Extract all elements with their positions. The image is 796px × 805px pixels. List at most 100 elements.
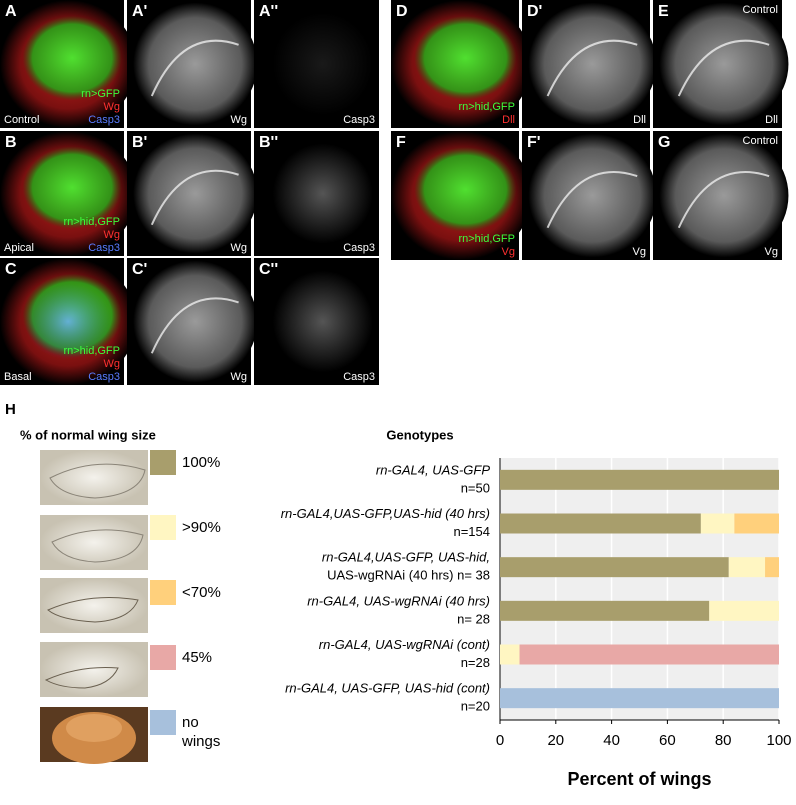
stain-green	[22, 146, 122, 229]
panel-letter: E	[658, 3, 669, 20]
wg-stripe	[546, 171, 638, 229]
panel-note: Apical	[4, 242, 34, 254]
panel-letter: F'	[527, 134, 541, 151]
panel-letter: B	[5, 134, 17, 151]
panel-letter: D	[396, 3, 408, 20]
panel-letter: H	[5, 401, 16, 418]
category-label: n= 28	[457, 611, 490, 626]
bar-segment	[765, 557, 779, 578]
category-label: rn-GAL4, UAS-GFP	[376, 462, 490, 477]
panel-label: Casp3	[343, 242, 375, 254]
plot-bg	[500, 458, 779, 720]
category-label: rn-GAL4, UAS-wgRNAi (cont)	[319, 637, 490, 652]
panel-note: Basal	[4, 371, 32, 383]
category-label: n=28	[461, 655, 490, 670]
panel-letter: B'	[132, 134, 147, 151]
legend-label: <70%	[182, 584, 221, 601]
stain-green	[414, 15, 517, 101]
legend-swatch	[150, 450, 176, 475]
x-tick-label: 0	[496, 732, 504, 749]
image-panel: E Dll Control	[653, 0, 789, 128]
tissue	[133, 133, 258, 254]
panel-letter: B''	[259, 134, 278, 151]
tissue	[272, 12, 373, 116]
wg-stripe	[150, 39, 239, 97]
x-tick-label: 60	[659, 732, 676, 749]
stain-green	[22, 15, 122, 101]
tissue	[528, 133, 657, 258]
panel-note: Control	[743, 4, 778, 16]
tissue	[133, 2, 258, 126]
panel-label: Dll	[633, 114, 646, 126]
legend-swatch	[150, 710, 176, 735]
stain-blue	[24, 283, 112, 360]
panel-label: rn>GFP	[81, 88, 120, 100]
legend-swatch	[150, 580, 176, 605]
wg-stripe	[546, 39, 638, 97]
wg-stripe	[677, 171, 770, 229]
bar-segment	[700, 513, 735, 534]
category-label: n=154	[453, 524, 490, 539]
bar-segment	[519, 644, 779, 665]
legend-label: 45%	[182, 649, 212, 666]
bar-segment	[709, 600, 779, 621]
tissue	[659, 2, 789, 126]
wing-photos	[40, 450, 148, 764]
panel-letter: C'	[132, 261, 147, 278]
wg-stripe	[150, 297, 239, 354]
image-panel: G Vg Control	[653, 131, 789, 260]
panel-note: Control	[4, 114, 39, 126]
x-tick-label: 80	[715, 732, 732, 749]
category-label: rn-GAL4,UAS-GFP,UAS-hid (40 hrs)	[281, 506, 490, 521]
panel-label: Dll	[765, 114, 778, 126]
legend-label: no wings	[181, 714, 220, 750]
panel-label: Vg	[633, 246, 646, 258]
legend-label: 100%	[182, 454, 220, 471]
panel-label: Vg	[502, 246, 515, 258]
panel-letter: G	[658, 134, 670, 151]
panel-letter: C''	[259, 261, 278, 278]
panel-label: Casp3	[88, 114, 120, 126]
bar-segment	[500, 600, 710, 621]
bar-segment	[500, 557, 729, 578]
stain-green	[414, 146, 517, 233]
image-panel: C'' Casp3	[254, 258, 379, 385]
panel-label: rn>hid,GFP	[63, 216, 120, 228]
panel-label: Casp3	[343, 371, 375, 383]
panel-label: Wg	[104, 358, 121, 370]
panel-label: Wg	[104, 229, 121, 241]
y-axis-title: Genotypes	[386, 427, 453, 442]
panel-label: Wg	[231, 371, 248, 383]
panel-label: rn>hid,GFP	[458, 233, 515, 245]
x-tick-label: 20	[547, 732, 564, 749]
panel-label: Casp3	[88, 371, 120, 383]
category-label: n=20	[461, 699, 490, 714]
image-panel: A' Wg	[127, 0, 258, 128]
image-panel: F' Vg	[522, 131, 657, 260]
image-panel: B'' Casp3	[254, 131, 379, 256]
panel-note: Control	[743, 135, 778, 147]
bar-segment	[500, 469, 779, 490]
image-panel: C' Wg	[127, 258, 258, 385]
panel-label: rn>hid,GFP	[63, 345, 120, 357]
panel-label: Wg	[231, 114, 248, 126]
panel-label: Casp3	[88, 242, 120, 254]
panel-letter: A'	[132, 3, 147, 20]
bar-segment	[500, 644, 520, 665]
tissue	[272, 270, 373, 373]
wg-stripe	[677, 39, 770, 97]
x-axis-title: Percent of wings	[567, 769, 711, 789]
tissue	[272, 143, 373, 244]
tissue	[133, 260, 258, 383]
category-label: rn-GAL4,UAS-GFP, UAS-hid,	[322, 550, 490, 565]
image-panel: D' Dll	[522, 0, 657, 128]
panel-label: Vg	[765, 246, 778, 258]
x-tick-label: 40	[603, 732, 620, 749]
panel-letter: A	[5, 3, 17, 20]
